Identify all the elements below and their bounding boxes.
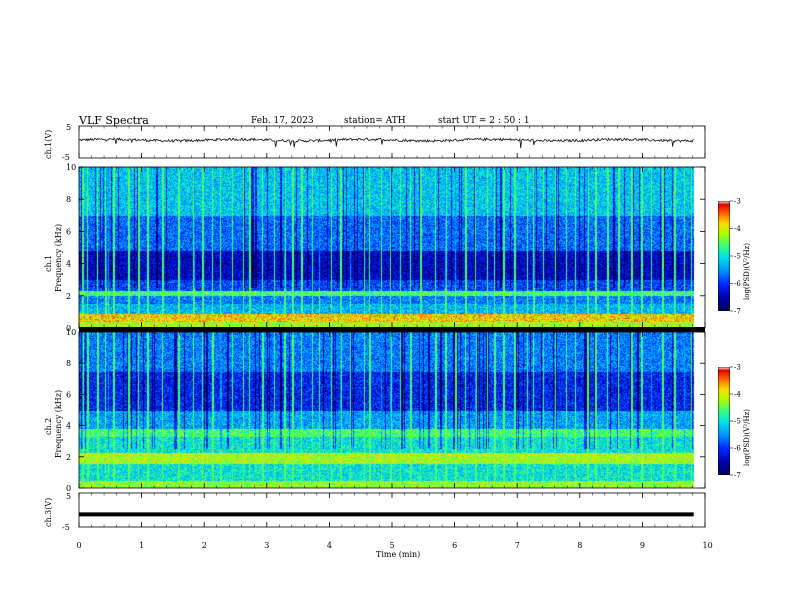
ytick-label: 4 xyxy=(66,260,71,269)
ch2-spectrogram-yticks: 0 2 4 6 8 10 xyxy=(66,328,705,493)
ch2-spectrogram-image xyxy=(79,332,705,488)
ch1-spectrogram-panel: 0 2 4 6 8 10 ch.1 Frequency (kHz) xyxy=(44,163,706,333)
ch3-waveform-panel: 5 -5 ch.3(V) xyxy=(44,492,706,532)
ch2-spec-ylabel-line2: Frequency (kHz) xyxy=(54,390,63,458)
ch2-colorbar-ticks: -3 -4 -5 -6 -7 xyxy=(730,364,741,480)
ytick-label: 8 xyxy=(66,359,71,368)
xtick-label: 2 xyxy=(202,541,207,550)
ytick-label: 0 xyxy=(66,484,71,493)
colorbar-tick-label: -5 xyxy=(734,253,741,261)
xtick-label: 3 xyxy=(264,541,269,550)
xtick-label: 8 xyxy=(577,541,582,550)
xaxis-label: Time (min) xyxy=(376,550,420,559)
ch1-colorbar: -3 -4 -5 -6 -7 log(PSD)(V²/Hz) xyxy=(718,198,751,316)
start-ut-label: start UT = 2 : 50 : 1 xyxy=(438,116,530,126)
xtick-label: 7 xyxy=(515,541,520,550)
ytick-label: 4 xyxy=(66,422,71,431)
ch2-colorbar-gradient xyxy=(718,367,730,475)
ytick-label: 2 xyxy=(66,453,71,462)
panel-separator xyxy=(79,327,705,332)
station-label: station= ATH xyxy=(344,116,406,126)
ch3-ylabel: ch.3(V) xyxy=(44,498,53,527)
ch1-spec-ylabel-line2: Frequency (kHz) xyxy=(54,224,63,292)
ch1-spectrogram-yticks: 0 2 4 6 8 10 xyxy=(66,163,705,333)
ch1-spec-ylabel-line1: ch.1 xyxy=(44,255,53,272)
ytick-label: 6 xyxy=(66,390,71,399)
colorbar-tick-label: -4 xyxy=(734,225,741,233)
ytick-label: 10 xyxy=(66,328,76,337)
colorbar-tick-label: -5 xyxy=(734,418,741,426)
colorbar-tick-label: -4 xyxy=(734,391,741,399)
colorbar-tick-label: -6 xyxy=(734,445,741,453)
date-label: Feb. 17, 2023 xyxy=(251,116,314,126)
ytick-label: 10 xyxy=(66,163,76,172)
ch3-ytick-top: 5 xyxy=(66,492,71,501)
ch2-colorbar: -3 -4 -5 -6 -7 log(PSD)(V²/Hz) xyxy=(718,364,751,480)
ytick-label: 8 xyxy=(66,195,71,204)
xtick-label: 1 xyxy=(139,541,144,550)
colorbar-tick-label: -7 xyxy=(734,308,741,316)
ytick-label: 2 xyxy=(66,292,71,301)
xtick-label: 6 xyxy=(452,541,457,550)
ch1-spectrogram-image xyxy=(79,167,705,328)
time-axis: 0 1 2 3 4 5 6 7 8 9 10 xyxy=(77,126,713,550)
ch1-ytick-bottom: -5 xyxy=(62,153,70,162)
ch1-ylabel: ch.1(V) xyxy=(44,130,53,159)
xtick-label: 4 xyxy=(327,541,332,550)
ch1-colorbar-ticks: -3 -4 -5 -6 -7 xyxy=(730,198,741,316)
ch1-waveform-panel: 5 -5 ch.1(V) xyxy=(44,123,706,162)
ch1-colorbar-label: log(PSD)(V²/Hz) xyxy=(743,243,751,300)
ch2-spec-ylabel-line1: ch.2 xyxy=(44,418,53,435)
colorbar-tick-label: -3 xyxy=(734,198,741,206)
xtick-label: 5 xyxy=(390,541,395,550)
colorbar-tick-label: -6 xyxy=(734,280,741,288)
colorbar-tick-label: -7 xyxy=(734,472,741,480)
ch3-ytick-bottom: -5 xyxy=(62,523,70,532)
ch2-spectrogram-panel: 0 2 4 6 8 10 ch.2 Frequency (kHz) xyxy=(44,328,706,493)
ch2-colorbar-label: log(PSD)(V²/Hz) xyxy=(743,409,751,466)
xtick-label: 0 xyxy=(77,541,82,550)
ytick-label: 0 xyxy=(66,324,71,333)
ytick-label: 6 xyxy=(66,227,71,236)
colorbar-tick-label: -3 xyxy=(734,364,741,372)
figure-title: VLF Spectra xyxy=(78,114,149,127)
xtick-label: 10 xyxy=(703,541,713,550)
ch1-colorbar-gradient xyxy=(718,201,730,311)
ch1-ytick-top: 5 xyxy=(66,123,71,132)
xtick-label: 9 xyxy=(640,541,645,550)
ch1-waveform-trace xyxy=(79,137,694,149)
